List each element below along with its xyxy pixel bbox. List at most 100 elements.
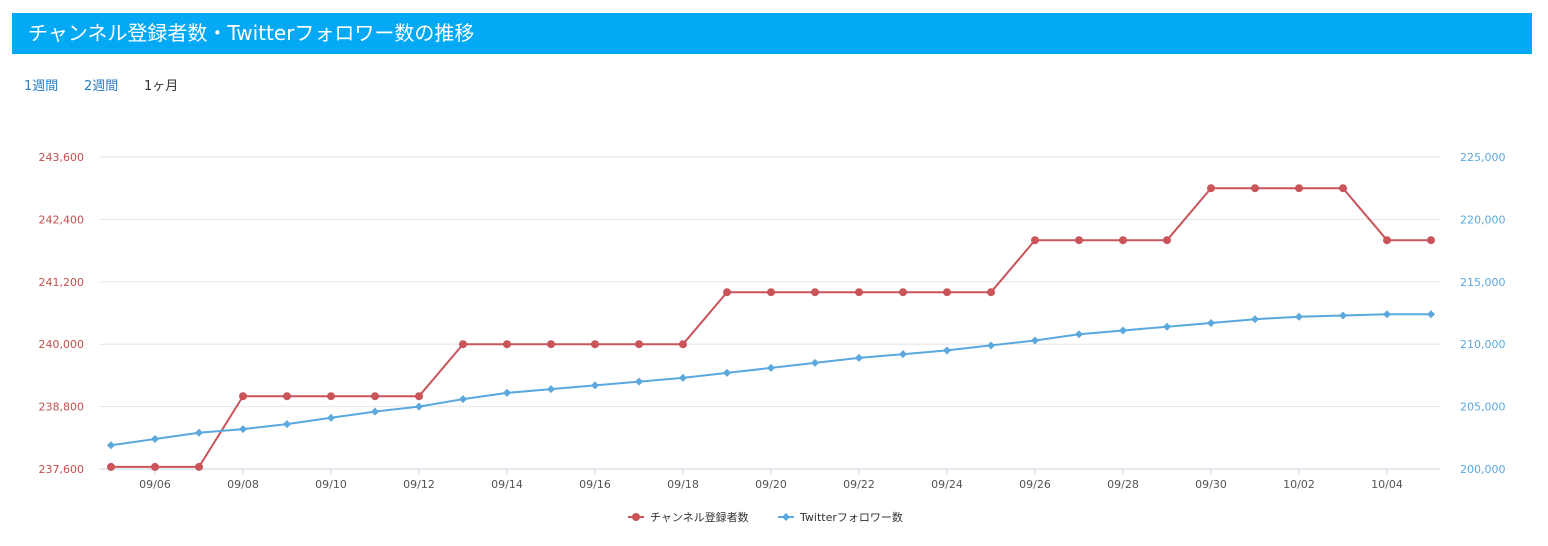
x-tick-label: 10/04 <box>1371 478 1403 491</box>
legend-subscribers-label: チャンネル登録者数 <box>650 510 749 524</box>
followers-point <box>1427 310 1435 319</box>
x-tick-label: 09/30 <box>1195 478 1227 491</box>
followers-point <box>723 368 731 377</box>
subscribers-point <box>723 288 731 297</box>
subscribers-point <box>899 288 907 297</box>
followers-point <box>107 441 115 450</box>
followers-point <box>767 363 775 372</box>
y-right-tick-label: 205,000 <box>1460 401 1506 414</box>
followers-point <box>1207 318 1215 327</box>
legend-subscribers-marker <box>632 513 640 521</box>
tab-1-month[interactable]: 1ヶ月 <box>144 79 179 94</box>
subscribers-point <box>547 340 555 349</box>
legend-followers-label: Twitterフォロワー数 <box>799 511 903 524</box>
y-right-tick-label: 220,000 <box>1460 213 1506 226</box>
y-left-tick-label: 238,800 <box>39 401 85 414</box>
followers-point <box>415 402 423 411</box>
followers-point <box>327 413 335 422</box>
followers-point <box>459 395 467 404</box>
y-left-tick-label: 241,200 <box>39 276 85 289</box>
subscribers-point <box>987 288 995 297</box>
subscribers-point <box>1075 236 1083 245</box>
x-tick-label: 09/14 <box>491 478 523 491</box>
followers-point <box>151 435 159 444</box>
subscribers-point <box>459 340 467 349</box>
y-right-tick-label: 215,000 <box>1460 276 1506 289</box>
x-tick-label: 09/06 <box>139 478 171 491</box>
y-right-tick-label: 200,000 <box>1460 463 1506 476</box>
followers-point <box>1163 322 1171 331</box>
followers-point <box>1075 330 1083 339</box>
x-tick-label: 09/26 <box>1019 478 1051 491</box>
tab-1-week[interactable]: 1週間 <box>24 79 59 94</box>
followers-point <box>195 428 203 437</box>
legend-followers-marker <box>782 513 790 521</box>
subscribers-point <box>1251 184 1259 193</box>
y-left-tick-label: 243,600 <box>39 151 85 164</box>
y-left-tick-label: 240,000 <box>39 338 85 351</box>
tab-2-weeks[interactable]: 2週間 <box>84 79 119 94</box>
x-tick-label: 09/22 <box>843 478 875 491</box>
subscribers-point <box>195 462 203 471</box>
followers-point <box>811 358 819 367</box>
page-title: チャンネル登録者数・Twitterフォロワー数の推移 <box>28 21 475 45</box>
y-right-tick-label: 210,000 <box>1460 338 1506 351</box>
subscribers-point <box>767 288 775 297</box>
subscribers-point <box>1295 184 1303 193</box>
followers-point <box>1119 326 1127 335</box>
followers-point <box>1339 311 1347 320</box>
x-tick-label: 09/10 <box>315 478 347 491</box>
subscribers-point <box>1207 184 1215 193</box>
x-tick-label: 09/16 <box>579 478 611 491</box>
subscribers-point <box>1119 236 1127 245</box>
followers-point <box>503 388 511 397</box>
subscribers-line <box>111 187 1431 468</box>
subscribers-point <box>415 392 423 401</box>
subscribers-point <box>855 288 863 297</box>
followers-point <box>987 341 995 350</box>
y-left-tick-label: 237,600 <box>39 463 85 476</box>
subscribers-point <box>635 340 643 349</box>
subscribers-point <box>1031 236 1039 245</box>
followers-point <box>591 381 599 390</box>
subscribers-point <box>1427 236 1435 245</box>
x-tick-label: 09/28 <box>1107 478 1139 491</box>
subscribers-point <box>1383 236 1391 245</box>
followers-point <box>283 420 291 429</box>
followers-point <box>1383 310 1391 319</box>
subscribers-point <box>151 462 159 471</box>
followers-point <box>635 377 643 386</box>
x-tick-label: 09/20 <box>755 478 787 491</box>
subscribers-point <box>679 340 687 349</box>
subscribers-point <box>107 462 115 471</box>
subscribers-point <box>1163 236 1171 245</box>
y-right-tick-label: 225,000 <box>1460 151 1506 164</box>
subscribers-point <box>503 340 511 349</box>
x-tick-label: 09/18 <box>667 478 699 491</box>
subscribers-point <box>943 288 951 297</box>
followers-point <box>679 373 687 382</box>
subscribers-point <box>327 392 335 401</box>
followers-point <box>899 350 907 359</box>
subscribers-point <box>239 392 247 401</box>
followers-point <box>239 425 247 434</box>
followers-line <box>110 313 1431 447</box>
followers-point <box>1295 312 1303 321</box>
followers-point <box>855 353 863 362</box>
followers-point <box>371 407 379 416</box>
chart-header: チャンネル登録者数・Twitterフォロワー数の推移 <box>12 13 1532 54</box>
followers-point <box>1251 315 1259 324</box>
followers-point <box>943 346 951 355</box>
subscribers-point <box>371 392 379 401</box>
followers-point <box>547 385 555 394</box>
subscribers-point <box>1339 184 1347 193</box>
subscribers-point <box>283 392 291 401</box>
y-left-tick-label: 242,400 <box>39 213 85 226</box>
x-tick-label: 09/08 <box>227 478 259 491</box>
subscribers-point <box>811 288 819 297</box>
x-tick-label: 09/24 <box>931 478 963 491</box>
x-tick-label: 09/12 <box>403 478 435 491</box>
followers-point <box>1031 336 1039 345</box>
x-tick-label: 10/02 <box>1283 478 1315 491</box>
